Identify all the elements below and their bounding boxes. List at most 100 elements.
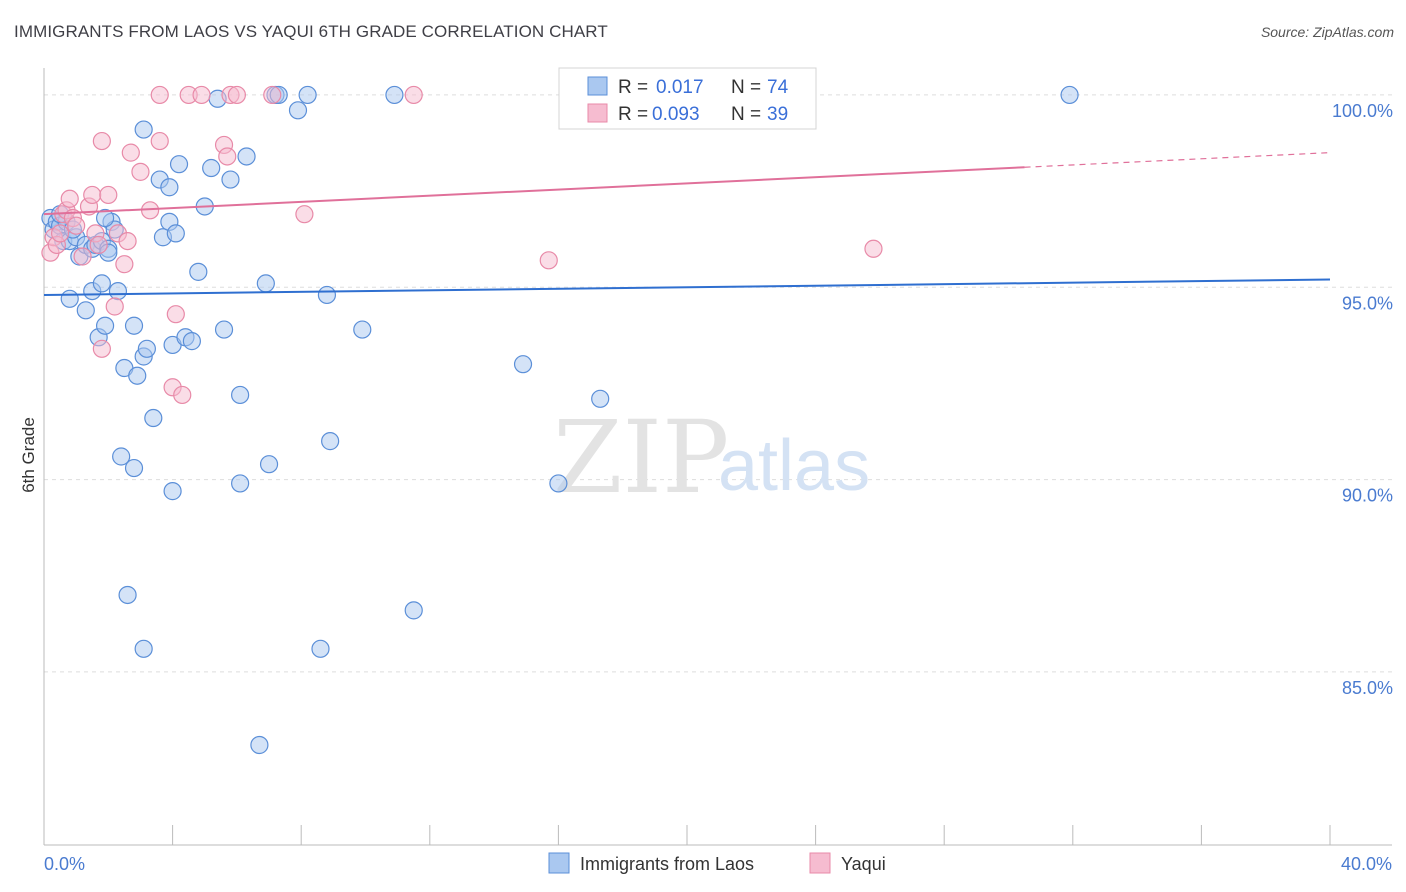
data-point-laos xyxy=(231,474,250,493)
data-point-laos xyxy=(95,316,115,335)
y-tick-label: 90.0% xyxy=(1342,486,1393,506)
data-point-laos xyxy=(166,224,185,243)
data-point-laos xyxy=(163,482,182,501)
data-point-yaqui xyxy=(263,85,282,105)
stats-legend-r-value-2: 0.093 xyxy=(652,104,700,125)
data-point-yaqui xyxy=(864,239,883,258)
data-point-laos xyxy=(202,158,221,178)
data-point-laos xyxy=(128,366,147,385)
x-tick-marks xyxy=(43,825,1331,845)
series-yaqui xyxy=(41,85,883,405)
data-point-laos xyxy=(385,85,404,105)
data-point-laos xyxy=(108,281,128,301)
data-point-yaqui xyxy=(83,185,102,205)
data-point-laos xyxy=(250,735,269,755)
stats-legend-n-value-1: 74 xyxy=(767,77,789,98)
data-point-laos xyxy=(288,101,308,120)
bottom-legend-swatch-pink xyxy=(809,852,831,874)
y-tick-label: 95.0% xyxy=(1342,293,1393,313)
y-tick-labels: 85.0% 90.0% 95.0% 100.0% xyxy=(1332,101,1393,698)
data-point-laos xyxy=(311,639,330,658)
data-point-yaqui xyxy=(73,247,92,266)
data-point-yaqui xyxy=(295,205,314,224)
data-point-yaqui xyxy=(89,235,108,255)
bottom-legend-label-laos: Immigrants from Laos xyxy=(580,854,754,874)
stats-legend-n-label-2: N = xyxy=(731,104,761,125)
data-point-laos xyxy=(237,147,256,166)
trend-lines xyxy=(43,152,1331,296)
data-point-yaqui xyxy=(121,143,140,162)
data-point-laos xyxy=(221,170,240,189)
bottom-legend-label-yaqui: Yaqui xyxy=(841,854,886,874)
data-point-laos xyxy=(189,262,208,281)
stats-legend-r-label-2: R = xyxy=(618,104,648,125)
data-point-laos xyxy=(144,408,163,428)
data-point-yaqui xyxy=(150,131,169,151)
data-point-yaqui xyxy=(192,85,211,105)
stats-legend-r-value-1: 0.017 xyxy=(656,77,704,98)
data-point-yaqui xyxy=(118,231,137,251)
y-tick-label: 100.0% xyxy=(1332,101,1393,121)
data-point-yaqui xyxy=(404,85,423,105)
data-point-laos xyxy=(134,120,153,139)
bottom-legend: Immigrants from Laos Yaqui xyxy=(548,852,886,874)
data-point-yaqui xyxy=(115,255,134,274)
watermark-atlas: atlas xyxy=(718,426,870,506)
data-point-laos xyxy=(259,455,279,474)
data-point-laos xyxy=(256,274,275,293)
data-point-yaqui xyxy=(131,162,150,181)
y-tick-label: 85.0% xyxy=(1342,678,1393,698)
axes xyxy=(43,68,1392,846)
data-point-laos xyxy=(317,285,337,305)
data-point-laos xyxy=(353,320,372,339)
data-point-yaqui xyxy=(92,339,111,358)
y-axis-label: 6th Grade xyxy=(19,417,38,493)
data-point-laos xyxy=(182,332,201,351)
data-point-laos xyxy=(513,355,533,374)
data-point-laos xyxy=(214,320,234,339)
data-point-laos xyxy=(1060,85,1079,105)
data-point-yaqui xyxy=(173,385,192,405)
data-point-laos xyxy=(124,316,144,335)
data-point-laos xyxy=(60,289,79,308)
watermark-zip: ZIP xyxy=(553,399,729,516)
stats-legend-r-label-1: R = xyxy=(618,77,648,98)
data-point-yaqui xyxy=(105,297,124,316)
trend-line-laos xyxy=(43,278,1331,296)
x-tick-label-max: 40.0% xyxy=(1341,854,1392,874)
data-point-laos xyxy=(169,155,189,174)
data-point-laos xyxy=(160,178,179,197)
stats-legend-swatch-blue xyxy=(587,76,608,96)
series-immigrants-from-laos xyxy=(41,85,1079,755)
trend-line-yaqui xyxy=(43,166,1025,216)
data-point-laos xyxy=(591,389,610,408)
data-point-laos xyxy=(549,474,568,493)
data-point-yaqui xyxy=(67,216,86,235)
data-point-laos xyxy=(298,85,317,105)
x-tick-label-min: 0.0% xyxy=(44,854,85,874)
data-point-yaqui xyxy=(227,85,246,105)
data-point-laos xyxy=(134,639,153,658)
data-point-laos xyxy=(321,432,340,451)
data-point-laos xyxy=(92,274,111,293)
data-point-yaqui xyxy=(150,85,169,105)
stats-legend-n-value-2: 39 xyxy=(767,104,788,125)
data-point-yaqui xyxy=(166,305,185,324)
data-point-laos xyxy=(137,339,156,358)
data-point-laos xyxy=(95,208,115,228)
data-point-laos xyxy=(231,385,250,405)
data-point-yaqui xyxy=(539,251,558,270)
data-point-yaqui xyxy=(92,131,111,151)
data-point-laos xyxy=(118,585,137,605)
stats-legend: R = 0.017 N = 74 R = 0.093 N = 39 xyxy=(558,67,817,130)
data-point-yaqui xyxy=(218,147,237,166)
data-point-laos xyxy=(124,458,144,478)
stats-legend-swatch-pink xyxy=(587,103,608,123)
data-point-laos xyxy=(76,301,95,320)
trend-line-yaqui-extension xyxy=(1024,152,1331,168)
data-point-yaqui xyxy=(50,224,70,243)
stats-legend-n-label-1: N = xyxy=(731,77,761,98)
chart-title: IMMIGRANTS FROM LAOS VS YAQUI 6TH GRADE … xyxy=(14,22,608,41)
data-point-laos xyxy=(112,447,131,466)
